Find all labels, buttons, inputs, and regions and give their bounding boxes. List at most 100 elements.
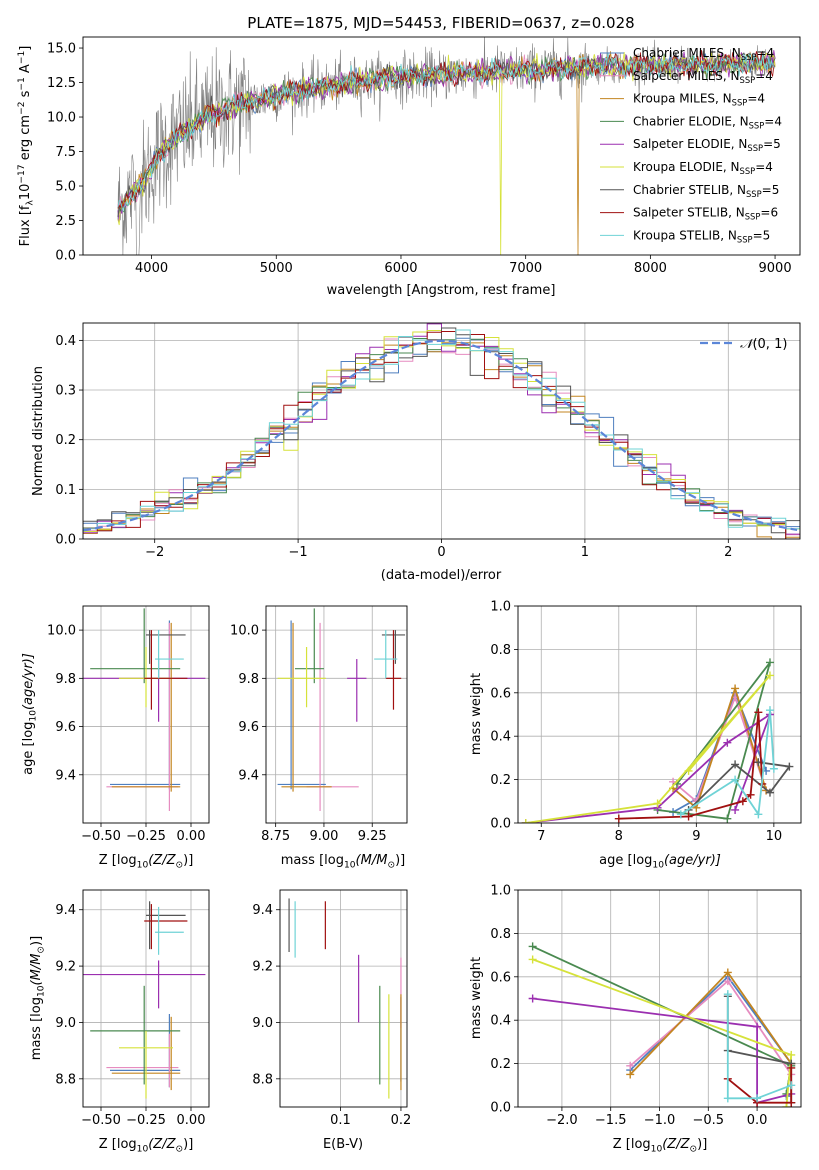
normal-curve-line (83, 339, 798, 532)
y-tick-label: 9.6 (238, 720, 259, 735)
spectrum-frame (82, 36, 801, 256)
y-tick-label: 0.0 (55, 249, 76, 264)
y-tick-label: 9.2 (55, 960, 76, 975)
y-tick-label: 5.0 (55, 180, 76, 195)
y-tick-label: 8.8 (55, 1072, 76, 1087)
x-tick-label: −0.25 (126, 1113, 166, 1128)
z-mass-ylabel-part: 10 (36, 985, 46, 997)
y-tick-label: 0.4 (490, 730, 511, 745)
errorbar-point (106, 1033, 179, 1088)
spectrum-ylabel-part: s (18, 90, 33, 101)
weight-line-salpeter-elodie (525, 712, 772, 823)
weight-line-salpeter-elodie (532, 997, 792, 1104)
weight-marker (528, 994, 537, 1003)
y-tick-label: 10.0 (47, 111, 76, 126)
x-tick-label: 8 (615, 829, 623, 844)
y-tick-label: 9.8 (55, 672, 76, 687)
legend-entry-part: =4 (755, 160, 773, 174)
y-tick-label: 8.8 (252, 1072, 273, 1087)
mass-age-xlabel-part: mass [log (281, 853, 344, 868)
z-mass-ylabel-part: ⊙ (36, 946, 46, 954)
ebv-mass-plot-area (280, 890, 407, 1107)
weight-marker (626, 1070, 635, 1079)
x-tick-label: −1.0 (644, 1113, 676, 1128)
mass-age-xlabel-part: (M/M (356, 853, 388, 868)
z-weight-xlabel-part: )] (697, 1137, 707, 1152)
z-mass-ylabel-part: mass [log (29, 997, 44, 1060)
y-tick-label: 10.0 (230, 624, 259, 639)
histogram-kroupa-stelib (83, 329, 800, 532)
age-weight-axes: 7 8 9 10 0.0 0.2 0.4 0.6 0.8 1.0 (490, 600, 802, 844)
age-weight-ylabel: mass weight (469, 673, 484, 755)
legend-entry: Salpeter ELODIE, NSSP=5 (633, 137, 781, 153)
weight-line-chabrier-miles (629, 975, 793, 1097)
spectrum-axes: 4000 5000 6000 7000 8000 9000 0.0 2.5 5.0 7.5 10.0… (47, 36, 801, 276)
spectrum-ylabel-part: −1 (17, 77, 27, 90)
z-weight-frame (517, 889, 802, 1108)
weight-line-kroupa-elodie (532, 958, 793, 1107)
weight-line-kroupa-stelib (726, 994, 792, 1100)
legend-entry-part: Kroupa ELODIE, N (633, 160, 740, 174)
weight-marker (723, 1094, 732, 1103)
legend-entry-part: SSP (741, 52, 757, 62)
x-tick-label: 0.2 (391, 1113, 412, 1128)
residuals-plot-area (83, 323, 800, 539)
weight-marker (738, 797, 747, 806)
y-tick-label: 0.0 (55, 533, 76, 548)
x-tick-label: −2 (145, 545, 164, 560)
model-spectrum-salpeter-stelib (117, 50, 776, 209)
weight-marker (754, 810, 763, 819)
weight-marker (787, 1063, 796, 1072)
errorbar-point (277, 620, 326, 790)
y-tick-label: 0.6 (490, 970, 511, 985)
weight-marker (765, 658, 774, 667)
errorbar-point (144, 904, 188, 950)
spectrum-ylabel-part: A (18, 64, 33, 77)
spectrum-ylabel-part: erg cm (18, 115, 33, 164)
x-tick-label: 8.75 (261, 829, 290, 844)
weight-marker (653, 799, 662, 808)
spectrum-title: PLATE=1875, MJD=54453, FIBERID=0637, z=0… (247, 14, 634, 32)
spectrum-plot-area (117, 37, 776, 255)
weight-marker (723, 977, 732, 986)
z-age-plot-area (83, 606, 209, 823)
legend-entry-part: =5 (763, 137, 781, 151)
z-age-xlabel-part: )] (183, 853, 193, 868)
errorbar-point (111, 622, 181, 792)
x-tick-label: 1 (581, 545, 589, 560)
spectrum-ylabel-part: −17 (17, 164, 27, 183)
errorbar-point (106, 622, 179, 811)
residuals-axes: −2 −1 0 1 2 0.0 0.1 0.2 0.3 0.4 (55, 322, 801, 560)
y-tick-label: 9.6 (55, 720, 76, 735)
weight-marker (684, 812, 693, 821)
errorbar-point (146, 901, 186, 950)
legend-entry: Kroupa ELODIE, NSSP=4 (633, 160, 773, 176)
model-spectrum-kroupa-stelib (117, 52, 776, 213)
x-tick-label: 6000 (384, 261, 417, 276)
y-tick-label: 0.6 (490, 686, 511, 701)
y-tick-label: 10.0 (47, 624, 76, 639)
spectrum-ylabel-part: −1 (17, 51, 27, 64)
y-tick-label: 9.4 (252, 903, 273, 918)
weight-line-chabrier-elodie (657, 661, 771, 820)
y-tick-label: 2.5 (55, 214, 76, 229)
z-age-xlabel-part: 10 (137, 860, 149, 870)
residuals-frame (82, 322, 801, 540)
weight-marker (528, 955, 537, 964)
errorbar-point (374, 630, 398, 679)
x-tick-label: 0.00 (177, 1113, 206, 1128)
weight-marker (614, 814, 623, 823)
age-weight-xlabel-part: 10 (652, 860, 664, 870)
y-tick-label: 1.0 (490, 600, 511, 615)
legend-entry-part: SSP (732, 98, 748, 108)
legend-entry-part: =4 (756, 46, 774, 60)
weight-line-kroupa-miles (672, 685, 767, 810)
spectrum-ylabel-part: −2 (17, 102, 27, 115)
x-tick-label: −0.50 (81, 829, 121, 844)
legend-entry-part: Chabrier ELODIE, N (633, 114, 749, 128)
legend-entry-part: Salpeter ELODIE, N (633, 137, 747, 151)
y-tick-label: 0.4 (55, 334, 76, 349)
weight-marker (769, 764, 778, 773)
weight-marker (765, 788, 774, 797)
z-age-xlabel-part: Z [log (99, 853, 137, 868)
